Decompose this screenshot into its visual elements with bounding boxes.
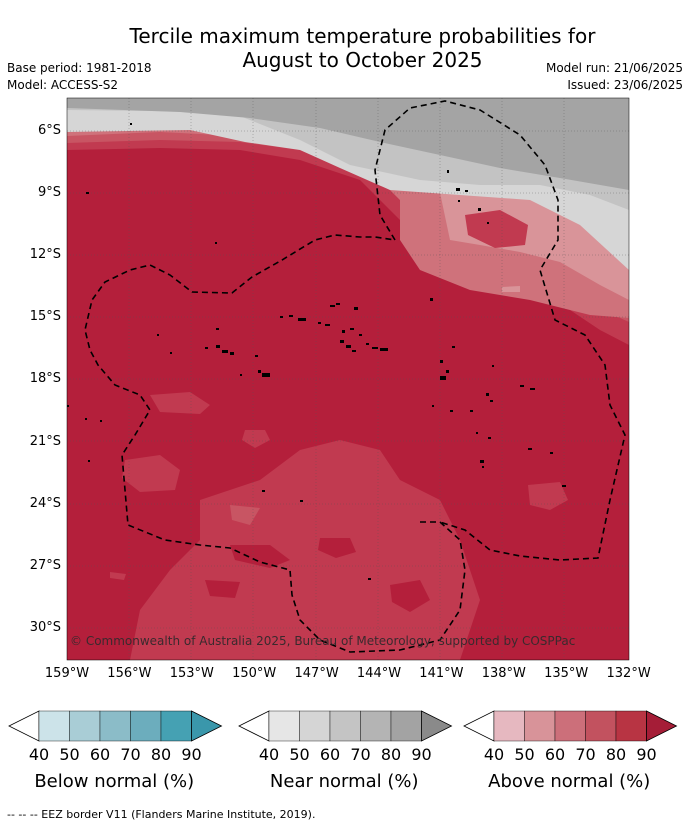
- lat-label: 9°S: [37, 185, 61, 201]
- colorbar: [8, 710, 223, 742]
- lat-label: 6°S: [37, 123, 61, 138]
- meta-left: Base period: 1981-2018 Model: ACCESS-S2: [7, 60, 152, 94]
- model-name: Model: ACCESS-S2: [7, 78, 119, 92]
- region-near-90: [67, 98, 629, 190]
- patch-above-70-inner: [230, 505, 260, 525]
- copyright-notice: © Commonwealth of Australia 2025, Bureau…: [70, 634, 576, 648]
- patch-above-80-east: [465, 210, 528, 248]
- colorbar: [463, 710, 678, 742]
- lat-label: 30°S: [29, 619, 61, 635]
- lat-label: 24°S: [29, 495, 61, 511]
- colorbar-segment: [268, 710, 300, 742]
- colorbar-segment: [615, 710, 647, 742]
- chart-title: Tercile maximum temperature probabilitie…: [0, 24, 690, 72]
- lon-label: 150°W: [232, 666, 277, 681]
- colorbar-title: Near normal (%): [269, 771, 419, 792]
- patch-above-90-inner-2: [318, 538, 356, 558]
- colorbar-tick-label: 50: [289, 745, 310, 764]
- lon-label: 138°W: [481, 666, 526, 681]
- lon-label: 156°W: [107, 666, 152, 681]
- colorbar-segment: [299, 710, 331, 742]
- lon-label: 144°W: [356, 666, 402, 681]
- title-line-1: Tercile maximum temperature probabilitie…: [129, 24, 596, 48]
- colorbar-arrow-low: [238, 710, 270, 742]
- patch-above-90-inner-4: [390, 580, 430, 612]
- issued-date: Issued: 23/06/2025: [567, 78, 683, 92]
- patch-above-80-far-sw: [110, 572, 126, 580]
- colorbar-arrow-high: [646, 710, 678, 742]
- base-period: Base period: 1981-2018: [7, 61, 152, 75]
- lon-label: 141°W: [419, 666, 464, 681]
- map-frame: [66, 97, 630, 661]
- patch-above-80-se: [528, 482, 568, 510]
- colorbar-tick-label: 80: [150, 745, 172, 764]
- lat-label: 12°S: [29, 247, 61, 263]
- colorbar-arrow-high: [191, 710, 223, 742]
- colorbar-segment: [160, 710, 192, 742]
- colorbar-segment: [99, 710, 131, 742]
- islands: [67, 123, 566, 580]
- colorbar-tick-label: 40: [483, 745, 505, 764]
- colorbar-segment: [585, 710, 617, 742]
- meta-right: Model run: 21/06/2025 Issued: 23/06/2025: [546, 60, 683, 94]
- patch-above-50-east: [502, 286, 520, 292]
- colorbar-tick-label: 90: [181, 745, 202, 764]
- patch-above-80-small: [242, 430, 270, 448]
- patch-above-80-mid: [150, 392, 210, 414]
- colorbar-tick-label: 70: [575, 745, 596, 764]
- lon-label: 135°W: [544, 666, 589, 681]
- colorbar-tick-label: 80: [605, 745, 627, 764]
- model-run: Model run: 21/06/2025: [545, 61, 683, 75]
- colorbar-tick-label: 70: [120, 745, 141, 764]
- lon-label: 132°W: [606, 666, 651, 681]
- colorbar-tick-label: 90: [411, 745, 432, 764]
- lat-label: 18°S: [29, 371, 61, 387]
- lat-label: 21°S: [29, 433, 61, 449]
- eez-border: [84, 100, 626, 653]
- colorbar-tick-label: 60: [89, 745, 111, 764]
- colorbar-tick-label: 40: [28, 745, 50, 764]
- lat-label: 15°S: [29, 309, 61, 325]
- eez-footer-note: -- -- -- EEZ border V11 (Flanders Marine…: [7, 808, 316, 821]
- patch-above-90-inner-3: [205, 580, 240, 598]
- colorbar-tick-label: 40: [258, 745, 280, 764]
- colorbar-segment: [130, 710, 162, 742]
- colorbar-segment: [360, 710, 392, 742]
- probability-map: [66, 97, 630, 661]
- colorbar-arrow-high: [421, 710, 453, 742]
- colorbar-title: Below normal (%): [34, 771, 195, 792]
- colorbar-tick-label: 60: [319, 745, 341, 764]
- colorbar-tick-label: 50: [514, 745, 535, 764]
- lon-label: 147°W: [294, 666, 339, 681]
- title-line-2: August to October 2025: [242, 48, 483, 72]
- colorbar: [238, 710, 453, 742]
- colorbar-segment: [390, 710, 422, 742]
- colorbar-tick-label: 70: [350, 745, 371, 764]
- colorbar-tick-label: 60: [544, 745, 566, 764]
- lon-label: 159°W: [44, 666, 90, 681]
- colorbar-segment: [524, 710, 556, 742]
- colorbar-segment: [493, 710, 525, 742]
- colorbar-segment: [554, 710, 586, 742]
- colorbar-segment: [69, 710, 101, 742]
- lat-label: 27°S: [29, 557, 61, 573]
- colorbar-title: Above normal (%): [488, 771, 651, 792]
- patch-above-80-west: [122, 455, 180, 492]
- colorbar-arrow-low: [8, 710, 40, 742]
- colorbar-tick-label: 50: [59, 745, 80, 764]
- colorbar-tick-label: 90: [636, 745, 657, 764]
- colorbar-arrow-low: [463, 710, 495, 742]
- patch-above-80-south: [130, 440, 480, 660]
- colorbar-segment: [38, 710, 70, 742]
- patch-above-90-inner-1: [230, 545, 290, 568]
- lon-label: 153°W: [169, 666, 214, 681]
- colorbar-tick-label: 80: [380, 745, 402, 764]
- colorbar-segment: [329, 710, 361, 742]
